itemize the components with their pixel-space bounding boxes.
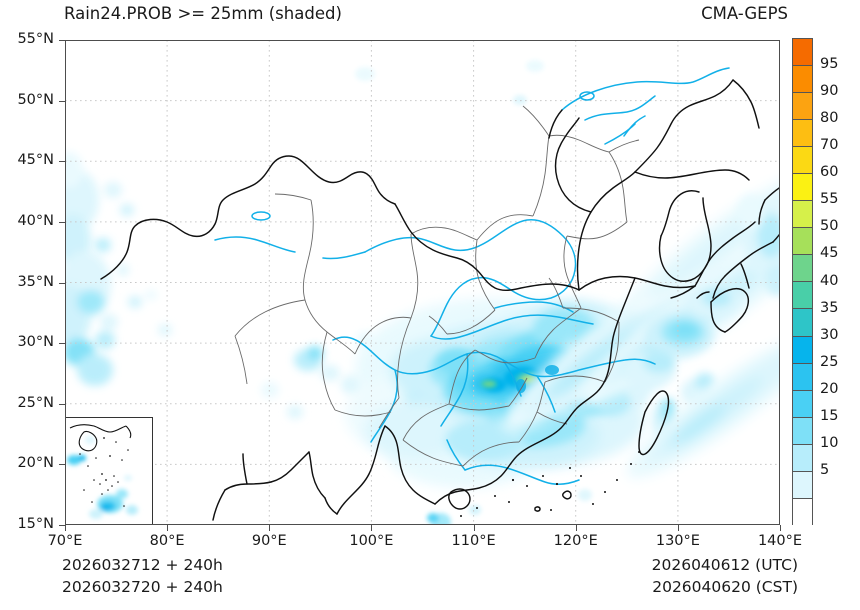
colorbar-tick-label: 30 [820, 326, 839, 343]
chart-title: Rain24.PROB >= 25mm (shaded) [64, 4, 342, 23]
x-axis-label: 130°E [655, 533, 700, 549]
y-axis-label: 40°N [17, 212, 54, 229]
map-canvas [65, 40, 780, 525]
island-dots [460, 451, 640, 517]
colorbar-swatch [793, 309, 812, 337]
province-borders [234, 105, 640, 467]
colorbar-tick-label: 35 [820, 299, 839, 316]
y-tick [59, 343, 65, 345]
colorbar-swatch [793, 336, 812, 364]
y-tick [59, 464, 65, 466]
footer-init-time-utc: 2026032712 + 240h [62, 556, 223, 574]
y-tick [59, 282, 65, 284]
y-tick [59, 221, 65, 223]
colorbar-swatch [793, 282, 812, 310]
colorbar-tick-label: 40 [820, 272, 839, 289]
colorbar-swatch [793, 498, 812, 526]
y-tick [59, 525, 65, 526]
colorbar-swatch [793, 417, 812, 445]
x-tick [780, 525, 781, 531]
x-axis-label: 70°E [47, 533, 83, 549]
colorbar-tick-label: 80 [820, 110, 839, 127]
country-borders [100, 79, 780, 521]
y-axis-label: 30°N [17, 334, 54, 351]
colorbar-tick-label: 15 [820, 407, 839, 424]
colorbar-tick-label: 10 [820, 434, 839, 451]
colorbar-swatch [793, 201, 812, 229]
footer-init-time-cst: 2026032720 + 240h [62, 578, 223, 596]
colorbar-tick-label: 25 [820, 353, 839, 370]
x-axis-label: 140°E [757, 533, 803, 549]
x-tick [575, 525, 577, 531]
y-tick [59, 403, 65, 405]
y-axis-label: 45°N [17, 152, 54, 169]
colorbar-tick-label: 50 [820, 218, 839, 235]
map-plot-area [65, 40, 780, 525]
colorbar-swatch [793, 390, 812, 418]
colorbar-tick-label: 95 [820, 56, 839, 73]
river-lines [214, 67, 730, 485]
y-tick [59, 100, 65, 102]
x-tick [269, 525, 271, 531]
footer-valid-time-utc: 2026040612 (UTC) [651, 556, 798, 574]
x-tick [167, 525, 169, 531]
y-axis-label: 25°N [17, 394, 54, 411]
colorbar-swatch [793, 444, 812, 472]
colorbar-swatch [793, 66, 812, 94]
colorbar-tick-label: 70 [820, 137, 839, 154]
x-tick [65, 525, 66, 531]
colorbar-swatch [793, 363, 812, 391]
x-tick [371, 525, 373, 531]
colorbar-swatch [793, 228, 812, 256]
colorbar-tick-label: 60 [820, 164, 839, 181]
colorbar-tick-label: 55 [820, 191, 839, 208]
colorbar-tick-label: 20 [820, 380, 839, 397]
x-axis-label: 120°E [553, 533, 598, 549]
colorbar-tick-label: 5 [820, 461, 830, 478]
colorbar-swatch [793, 93, 812, 121]
colorbar-swatch [793, 255, 812, 283]
y-axis-label: 50°N [17, 91, 54, 108]
probability-shading [65, 60, 780, 525]
colorbar-swatch [793, 174, 812, 202]
y-tick [59, 40, 65, 41]
colorbar-swatch [793, 39, 812, 67]
colorbar-swatch [793, 471, 812, 499]
colorbar-tick-label: 90 [820, 83, 839, 100]
y-tick [59, 161, 65, 163]
x-axis-label: 100°E [349, 533, 394, 549]
colorbar-tick-label: 45 [820, 245, 839, 262]
y-axis-label: 35°N [17, 273, 54, 290]
x-axis-label: 110°E [451, 533, 496, 549]
colorbar-swatch [793, 147, 812, 175]
colorbar[interactable] [792, 38, 813, 526]
y-axis-label: 15°N [17, 516, 54, 532]
map-gridlines [65, 40, 780, 525]
colorbar-swatch [793, 120, 812, 148]
x-axis-label: 80°E [149, 533, 185, 549]
footer-valid-time-cst: 2026040620 (CST) [652, 578, 798, 596]
y-axis-label: 55°N [17, 31, 54, 47]
y-axis-label: 20°N [17, 455, 54, 472]
south-china-sea-inset [65, 417, 153, 525]
model-label: CMA-GEPS [701, 4, 788, 23]
x-tick [677, 525, 679, 531]
x-axis-label: 90°E [251, 533, 287, 549]
x-tick [473, 525, 475, 531]
